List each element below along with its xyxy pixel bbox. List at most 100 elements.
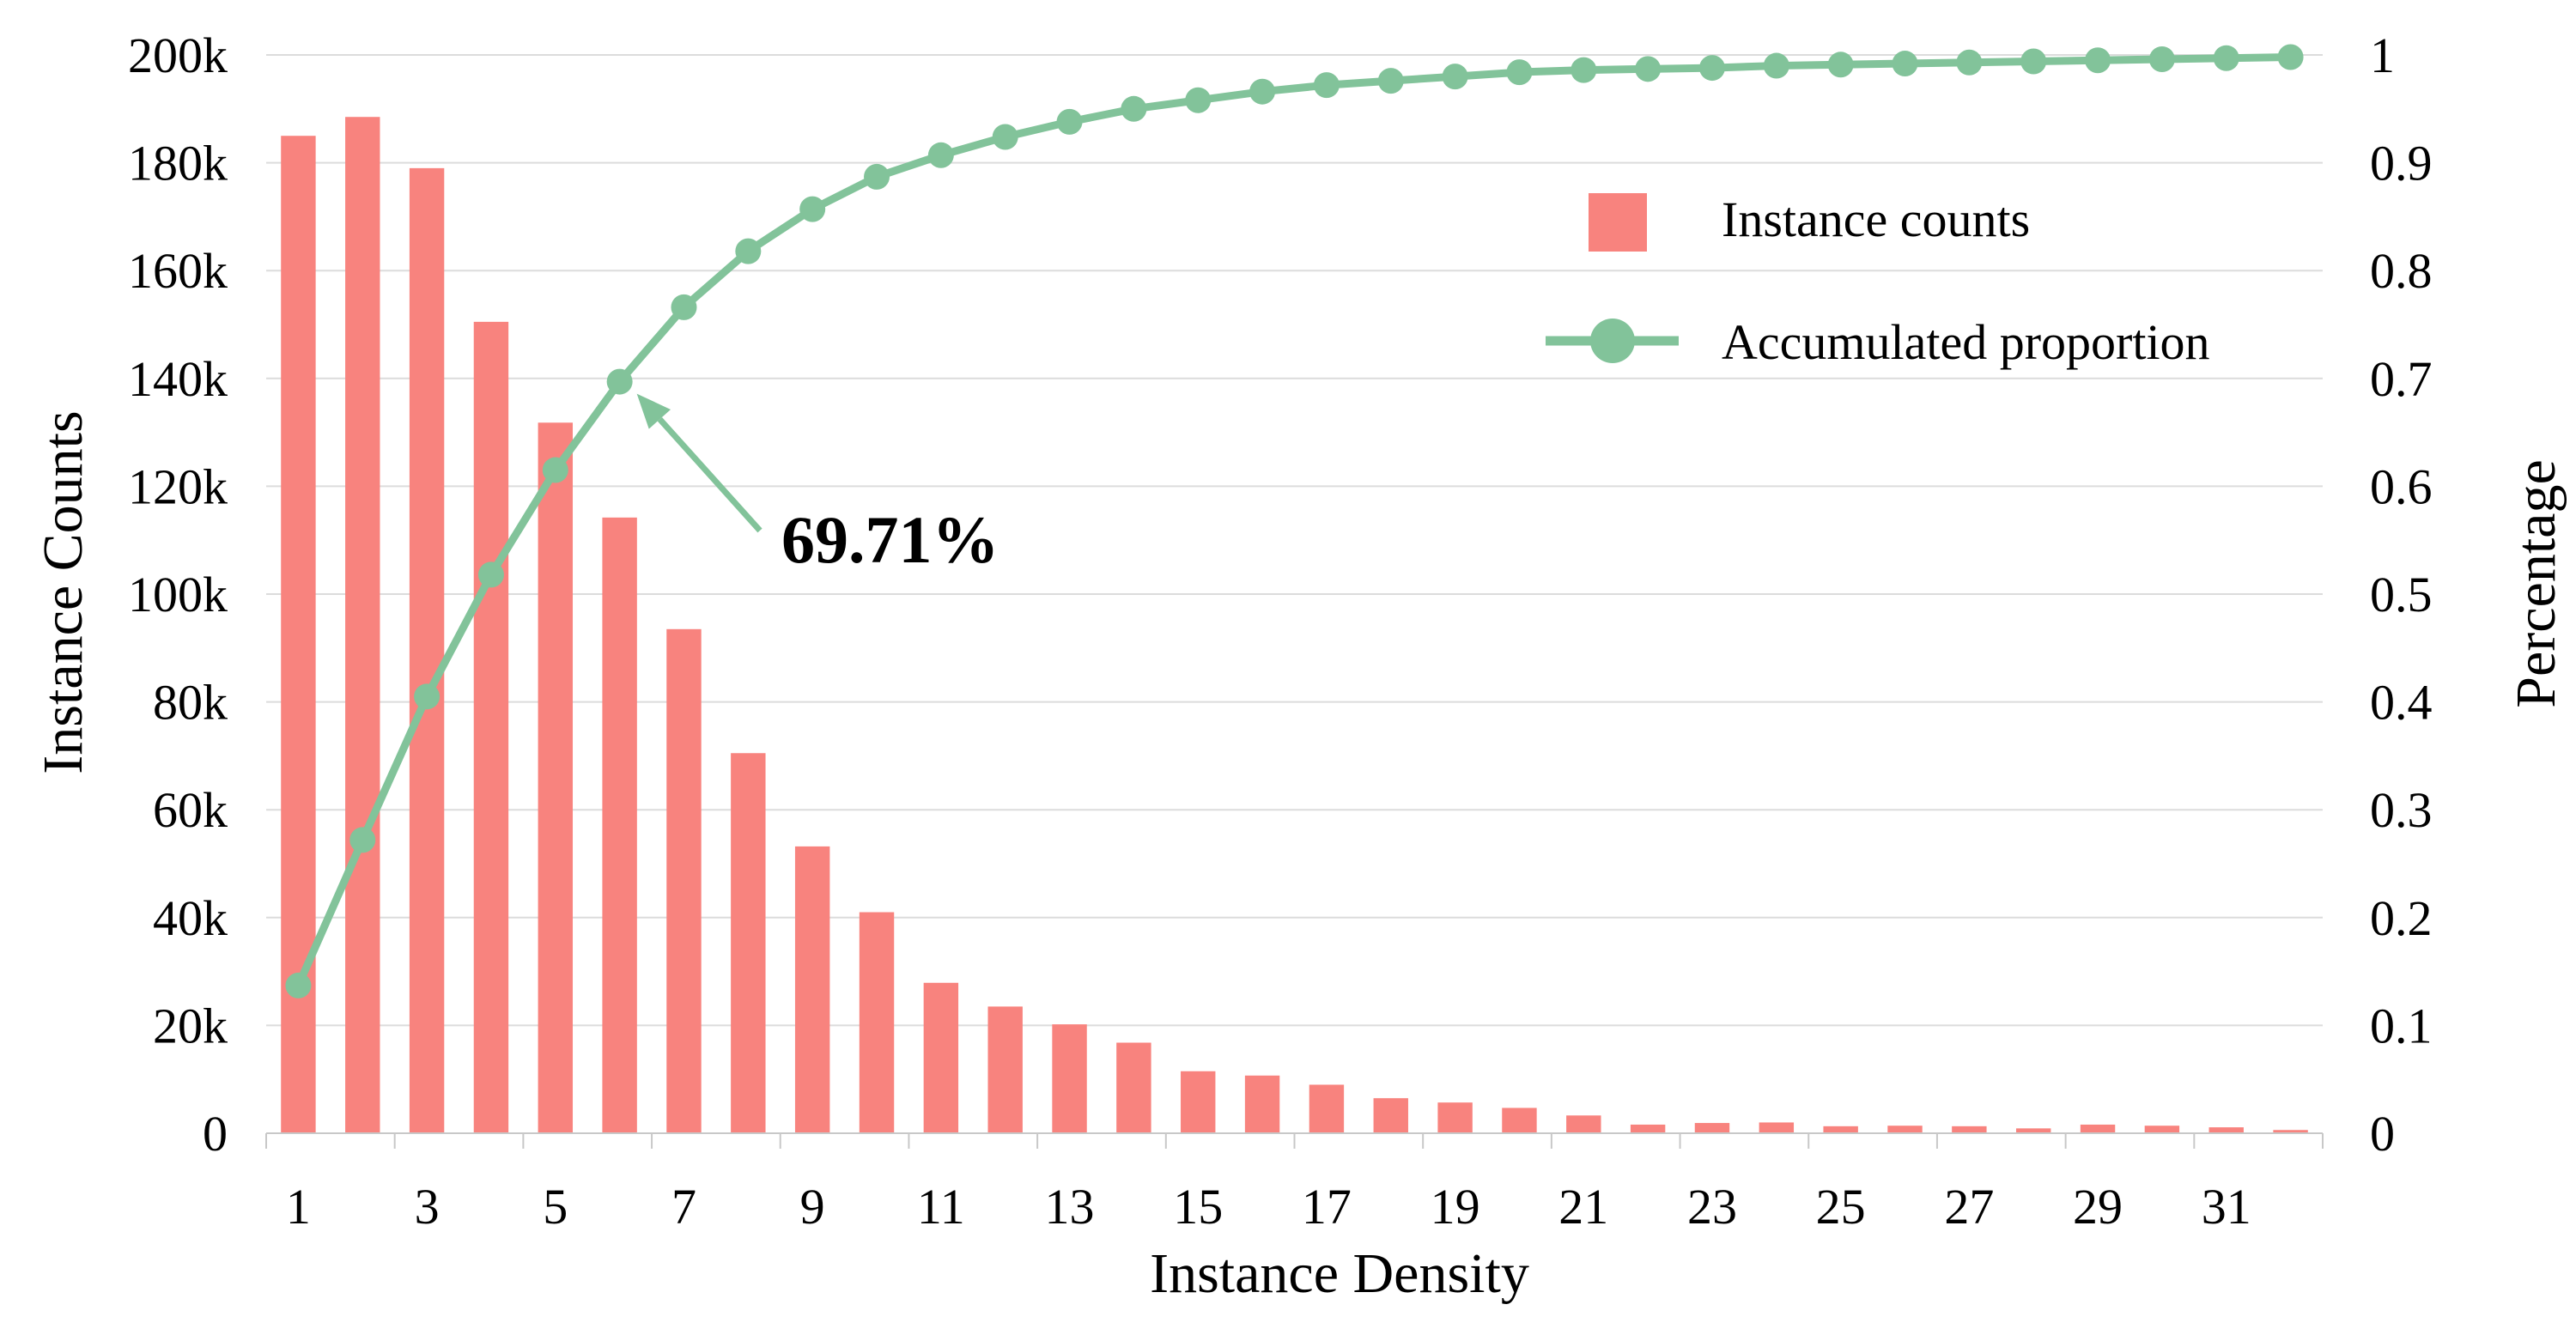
line-point: [2213, 45, 2239, 71]
bar: [923, 982, 959, 1133]
line-point: [1892, 51, 1918, 77]
annotation: 69.71%: [636, 393, 999, 577]
bar: [2015, 1128, 2051, 1133]
annotation-label: 69.71%: [781, 502, 999, 577]
y-left-tick-label: 0: [203, 1106, 228, 1162]
bar: [1309, 1084, 1345, 1133]
bar: [2208, 1127, 2244, 1133]
y-right-tick-label: 0.4: [2370, 675, 2433, 731]
x-tick-label: 11: [917, 1179, 965, 1235]
x-tick-label: 3: [415, 1179, 440, 1235]
bar: [1052, 1024, 1087, 1133]
line-point: [1956, 49, 1983, 76]
y-axis-left-title: Instance Counts: [32, 410, 94, 774]
y-left-tick-label: 120k: [128, 458, 228, 514]
y-left-tick-label: 20k: [153, 998, 228, 1053]
legend-swatch-marker: [1590, 319, 1635, 363]
y-left-tick-label: 180k: [128, 136, 228, 191]
bar: [1630, 1124, 1666, 1133]
x-tick-label: 9: [800, 1179, 825, 1235]
x-tick-label: 19: [1431, 1179, 1480, 1235]
annotation-arrowhead: [636, 393, 671, 429]
bar: [1887, 1126, 1923, 1133]
x-tick-label: 21: [1558, 1179, 1608, 1235]
line-point: [992, 124, 1018, 150]
legend-label-line: Accumulated proportion: [1722, 314, 2210, 370]
line-point: [1571, 57, 1597, 83]
x-tick-label: 5: [543, 1179, 568, 1235]
bar: [1952, 1126, 1987, 1133]
line-point: [927, 142, 954, 168]
x-tick-label: 7: [671, 1179, 696, 1235]
x-tick-label: 17: [1302, 1179, 1352, 1235]
y-left-tick-label: 160k: [128, 243, 228, 299]
y-right-tick-label: 0.9: [2370, 136, 2433, 191]
x-tick-label: 25: [1816, 1179, 1866, 1235]
y-axis-right-title: Percentage: [2505, 459, 2567, 708]
line-point: [1506, 59, 1533, 86]
legend-swatch-bars: [1589, 193, 1647, 252]
line-point: [1121, 95, 1147, 122]
bar: [859, 912, 895, 1133]
line-point: [1056, 108, 1083, 135]
bar: [1823, 1126, 1858, 1133]
x-tick-label: 1: [286, 1179, 311, 1235]
y-left-tick-label: 100k: [128, 567, 228, 622]
line-point: [735, 238, 762, 264]
y-left-tick-label: 40k: [153, 890, 228, 946]
line-point: [671, 294, 697, 320]
bar: [731, 753, 766, 1133]
x-tick-label: 29: [2073, 1179, 2123, 1235]
y-axis-right-ticks: 0 0.1 0.2 0.3 0.4 0.5 0.6 0.7 0.8 0.9 1: [2370, 27, 2433, 1162]
y-right-tick-label: 0.7: [2370, 351, 2433, 407]
bar: [1181, 1071, 1216, 1133]
legend: Instance counts Accumulated proportion: [1546, 191, 2210, 370]
line-point: [414, 683, 440, 710]
x-tick-label: 15: [1173, 1179, 1223, 1235]
bar: [1244, 1075, 1280, 1133]
line-point: [1698, 55, 1725, 82]
bar: [2273, 1130, 2308, 1133]
y-right-tick-label: 1: [2370, 27, 2395, 83]
y-axis-left-ticks: 0 20k 40k 60k 80k 100k 120k 140k 160k 180k 200k: [128, 27, 228, 1162]
bar: [1566, 1115, 1601, 1133]
line-point: [2020, 48, 2047, 75]
line-point: [1377, 68, 1404, 94]
bar: [1694, 1123, 1730, 1133]
y-right-tick-label: 0.1: [2370, 998, 2433, 1053]
bar: [987, 1006, 1023, 1133]
line-series: [285, 44, 2304, 998]
bar: [2144, 1126, 2180, 1133]
x-axis-ticks: 1 3 5 7 9 11 13 15 17 19 21 23 25 27 29 31: [265, 1133, 2324, 1235]
y-right-tick-label: 0.2: [2370, 890, 2433, 946]
line-point: [1635, 56, 1662, 82]
bar: [2080, 1124, 2116, 1133]
line-point: [1827, 52, 1854, 78]
legend-label-bars: Instance counts: [1722, 191, 2030, 247]
y-right-tick-label: 0.5: [2370, 567, 2433, 622]
line-point: [1442, 64, 1468, 90]
bar: [1759, 1122, 1795, 1133]
line-point: [2085, 47, 2111, 74]
bar: [473, 321, 509, 1133]
line-point: [2148, 46, 2175, 73]
bar: [602, 517, 637, 1133]
y-left-tick-label: 200k: [128, 27, 228, 83]
bar: [794, 846, 830, 1133]
bar: [409, 167, 445, 1133]
bar: [1502, 1107, 1537, 1133]
y-right-tick-label: 0.3: [2370, 782, 2433, 838]
y-right-tick-label: 0.8: [2370, 243, 2433, 299]
bar: [1116, 1042, 1151, 1133]
line-point: [1763, 52, 1789, 79]
line-point: [285, 972, 312, 998]
y-left-tick-label: 140k: [128, 351, 228, 407]
line-point: [606, 368, 633, 395]
y-right-tick-label: 0: [2370, 1106, 2395, 1162]
bar-series: [281, 117, 2308, 1134]
x-tick-label: 13: [1045, 1179, 1095, 1235]
line-point: [477, 561, 504, 588]
line-point: [864, 163, 890, 190]
x-axis-title: Instance Density: [1150, 1242, 1529, 1305]
